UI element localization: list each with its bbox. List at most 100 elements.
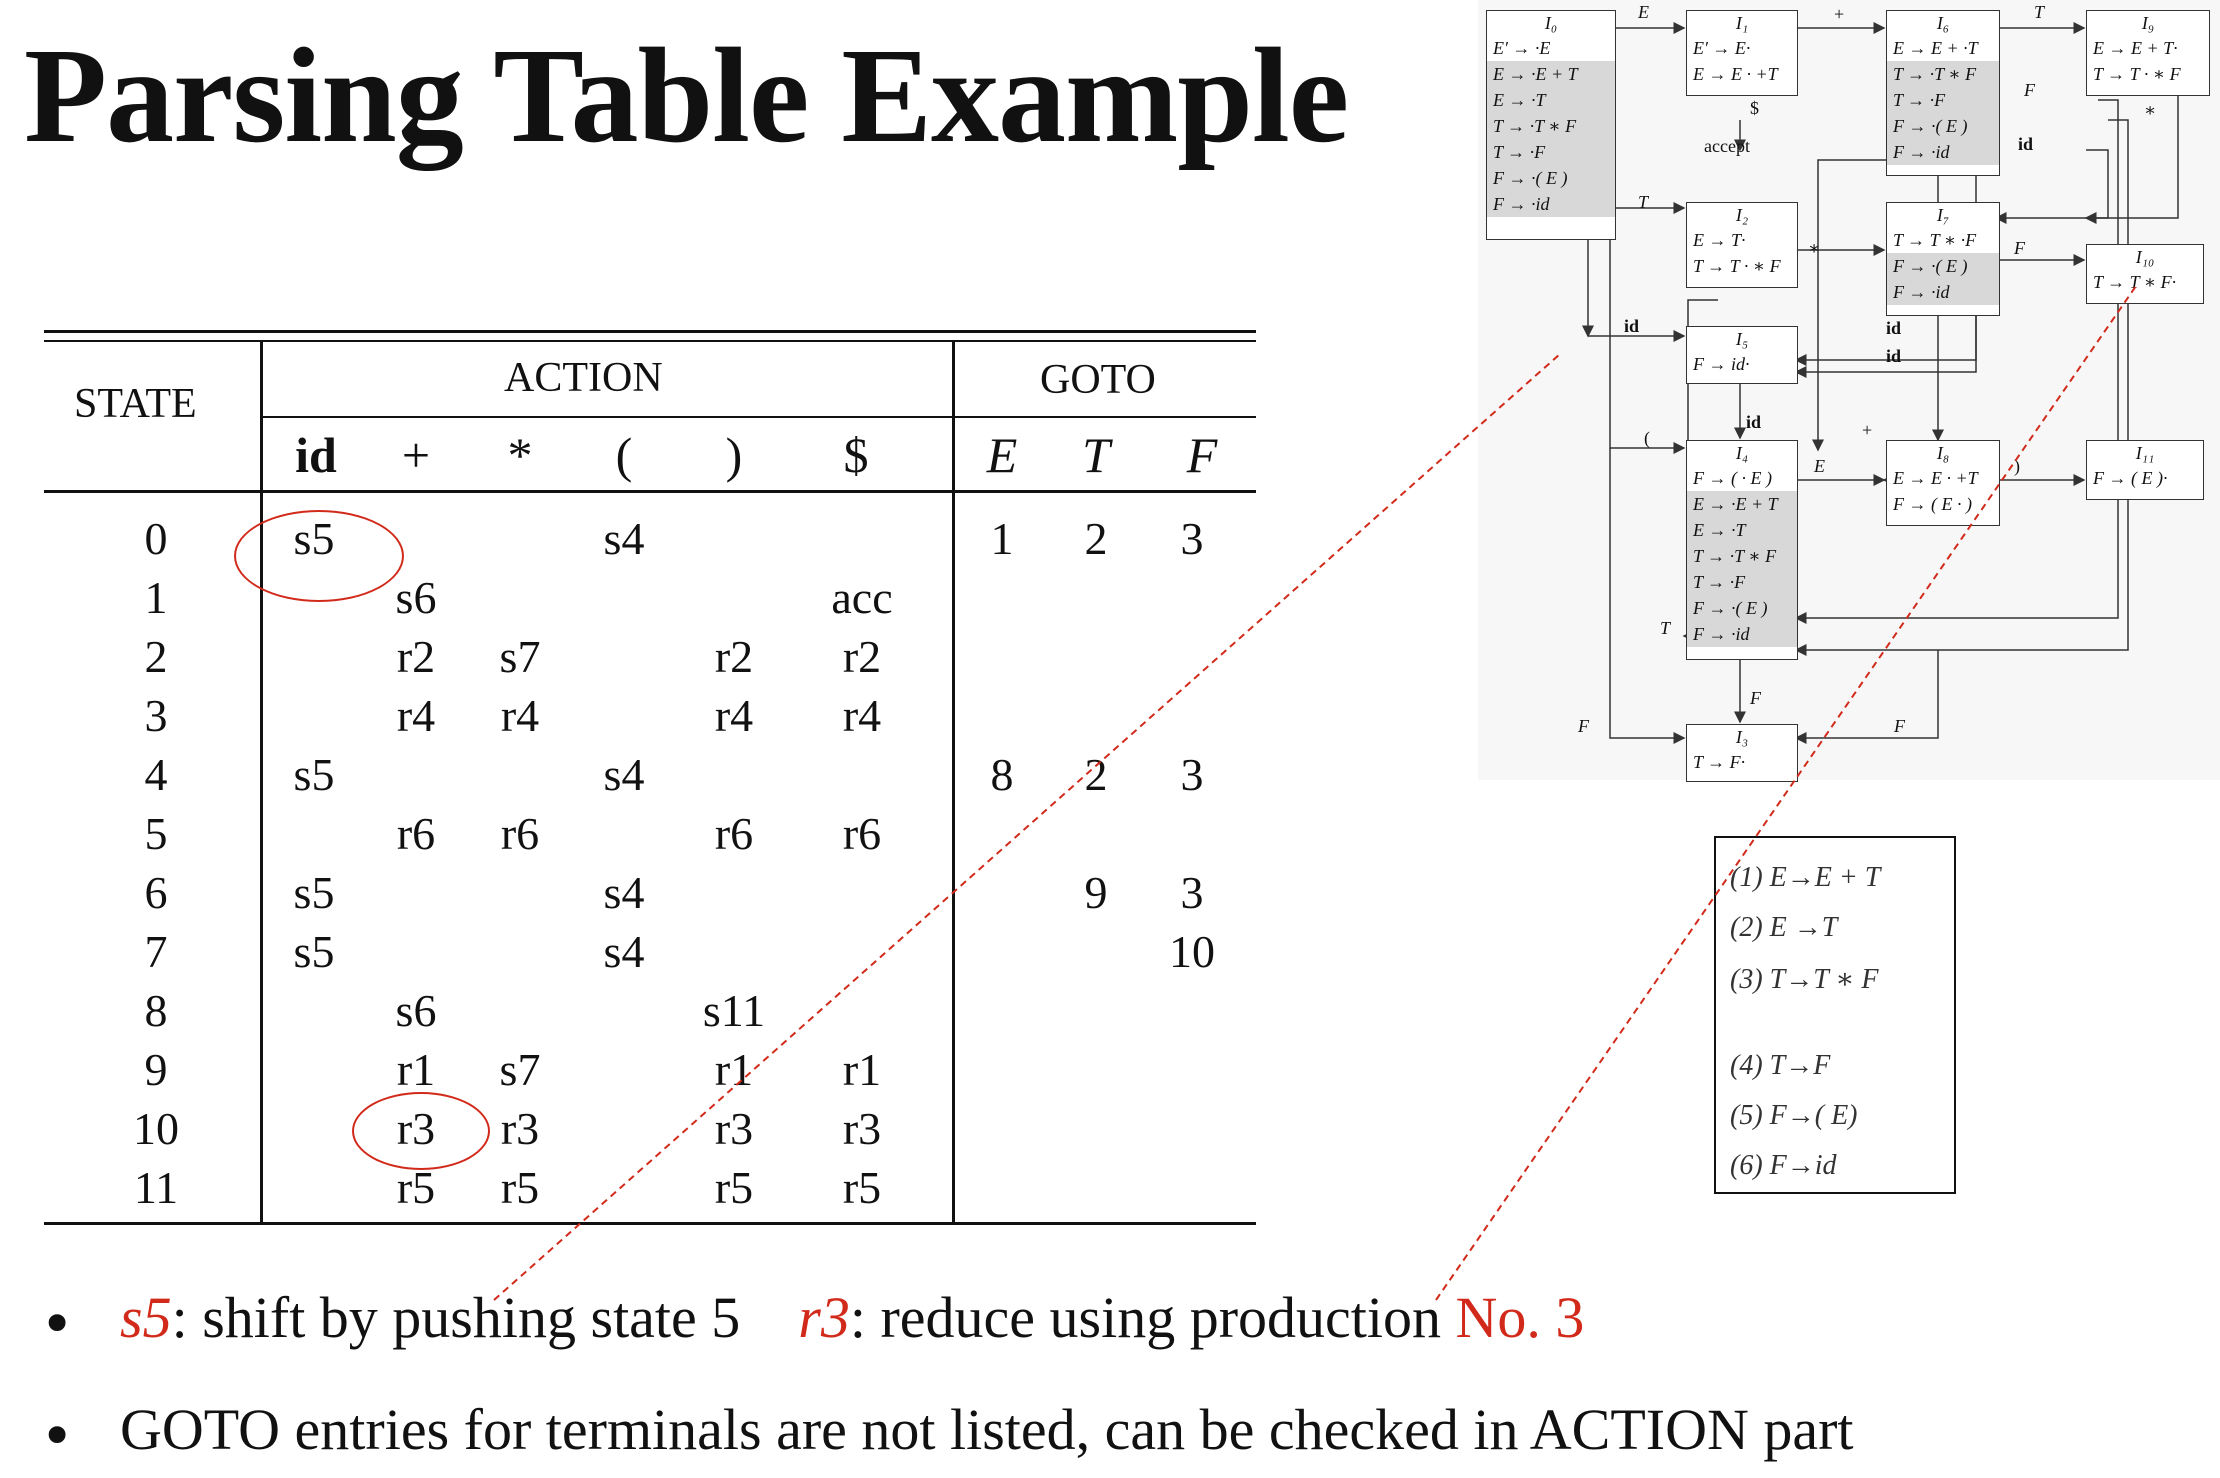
table-cell-r10-c5: r3	[842, 1103, 882, 1154]
table-cell-r0-c7: 2	[1084, 513, 1108, 564]
bullet-dot-1: •	[40, 1290, 75, 1358]
state-box-I2: I₂ E → T· T → T · ∗ F	[1686, 202, 1798, 288]
state-box-I8: I₈ E → E · +T F → ( E · )	[1886, 440, 2000, 526]
goto-header: GOTO	[1040, 357, 1156, 403]
edge-label-T-I0-I2: T	[1638, 192, 1649, 212]
highlight-circle-r3	[352, 1092, 490, 1170]
production-5: (5) F→( E)	[1730, 1100, 1858, 1131]
edge-label-F-I6-side: F	[2024, 80, 2035, 100]
highlight-circle-s5	[234, 510, 404, 602]
table-cell-r0-c3: s4	[603, 513, 645, 564]
state-box-I11: I₁₁ F → ( E )·	[2086, 440, 2204, 500]
table-bottom-rule	[44, 1222, 1256, 1225]
table-row-state-9: 9	[144, 1044, 168, 1095]
table-cell-r4-c8: 3	[1180, 749, 1204, 800]
r3-term: r3	[798, 1285, 850, 1350]
edge-label-E-I4-I8: E	[1814, 456, 1825, 476]
state-box-I0: I₀ E′ → ·E E → ·E + T E → ·T T → ·T ∗ F …	[1486, 10, 1616, 240]
edge-label-T-I4-I2: T	[1660, 618, 1671, 638]
edge-label-F-I6-I3: F	[1894, 716, 1905, 736]
production-6: (6) F→id	[1730, 1150, 1837, 1181]
table-cell-r6-c8: 3	[1180, 867, 1204, 918]
table-cell-r6-c0: s5	[293, 867, 335, 918]
table-cell-r5-c5: r6	[842, 808, 882, 859]
edge-label-id-I6-side: id	[2018, 134, 2034, 154]
table-row-state-2: 2	[144, 631, 168, 682]
edge-label-E-I0-I1: E	[1638, 2, 1649, 22]
table-cell-r4-c3: s4	[603, 749, 645, 800]
table-cell-r3-c4: r4	[714, 690, 754, 741]
s5-term: s5	[120, 1285, 172, 1350]
table-cell-r11-c5: r5	[842, 1162, 882, 1213]
table-row-state-5: 5	[144, 808, 168, 859]
production-1: (1) E→E + T	[1730, 862, 1881, 893]
edge-label-lparen-I0-I4: (	[1644, 428, 1650, 448]
col-header-T: T	[1082, 427, 1110, 483]
table-cell-r4-c6: 8	[990, 749, 1014, 800]
table-cell-r0-c8: 3	[1180, 513, 1204, 564]
col-header-F: F	[1186, 427, 1218, 483]
table-cell-r8-c1: s6	[395, 985, 437, 1036]
state-box-I10: I₁₀ T → T ∗ F·	[2086, 244, 2204, 304]
table-row-state-0: 0	[144, 513, 168, 564]
lr0-automaton-diagram: I₀ E′ → ·E E → ·E + T E → ·T T → ·T ∗ F …	[1478, 0, 2220, 782]
table-cell-r9-c5: r1	[842, 1044, 882, 1095]
table-cell-r11-c4: r5	[714, 1162, 754, 1213]
table-row-state-1: 1	[144, 572, 168, 623]
col-header-id: id	[295, 427, 337, 483]
state-box-I6: I₆ E → E + ·T T → ·T ∗ F T → ·F F → ·( E…	[1886, 10, 2000, 176]
table-cell-r2-c1: r2	[396, 631, 436, 682]
bullet-dot-2: •	[40, 1402, 75, 1470]
state-box-I4: I₄ F → ( · E ) E → ·E + T E → ·T T → ·T …	[1686, 440, 1798, 660]
col-header-rparen: )	[725, 427, 743, 483]
edge-label-id-I4-I5: id	[1746, 412, 1762, 432]
col-header-dollar: $	[843, 427, 869, 483]
state-box-I7: I₇ T → T ∗ ·F F → ·( E ) F → ·id	[1886, 202, 2000, 316]
table-cell-r11-c1: r5	[396, 1162, 436, 1213]
production-3: (3) T→T ∗ F	[1730, 964, 1879, 995]
table-cell-r10-c4: r3	[714, 1103, 754, 1154]
table-cell-r7-c0: s5	[293, 926, 335, 977]
table-cell-r2-c5: r2	[842, 631, 882, 682]
col-header-E: E	[986, 427, 1018, 483]
edge-label-F-I4-I3: F	[1750, 688, 1761, 708]
table-cell-r3-c5: r4	[842, 690, 882, 741]
table-cell-r5-c2: r6	[500, 808, 540, 859]
edge-label-rparen-I8-I11: )	[2014, 456, 2020, 476]
edge-label-star-I2-I7: ∗	[1808, 238, 1821, 258]
state-header: STATE	[74, 381, 197, 427]
table-cell-r2-c2: s7	[499, 631, 541, 682]
table-cell-r7-c8: 10	[1169, 926, 1215, 977]
table-cell-r3-c1: r4	[396, 690, 436, 741]
accept-label: accept	[1704, 136, 1750, 156]
edge-label-plus-I8-I6: +	[1862, 420, 1873, 440]
table-cell-r8-c4: s11	[702, 985, 766, 1036]
table-cell-r6-c3: s4	[603, 867, 645, 918]
edge-label-F-I7-I10: F	[2014, 238, 2025, 258]
table-row-state-4: 4	[144, 749, 168, 800]
table-vline-goto	[952, 342, 955, 1224]
s5-explanation: : shift by pushing state 5	[171, 1285, 741, 1350]
table-cell-r9-c1: r1	[396, 1044, 436, 1095]
table-cell-r4-c7: 2	[1084, 749, 1108, 800]
table-vline-state	[260, 342, 263, 1224]
table-cell-r2-c4: r2	[714, 631, 754, 682]
table-top-rule-1	[44, 330, 1256, 333]
table-subheader-rule	[262, 416, 1256, 418]
table-row-state-6: 6	[144, 867, 168, 918]
table-cell-r4-c0: s5	[293, 749, 335, 800]
table-cell-r5-c4: r6	[714, 808, 754, 859]
table-cell-r3-c2: r4	[500, 690, 540, 741]
table-row-state-11: 11	[133, 1162, 179, 1213]
table-cell-r11-c2: r5	[500, 1162, 540, 1213]
parsing-table: STATE ACTION GOTO id + * ( ) $ E T F 0 s5…	[44, 320, 1256, 1235]
table-cell-r9-c2: s7	[499, 1044, 541, 1095]
col-header-lparen: (	[615, 427, 633, 483]
table-cell-r1-c1: s6	[395, 572, 437, 623]
edge-label-T-I6-I9: T	[2034, 2, 2045, 22]
dollar-edge-label: $	[1750, 98, 1759, 118]
edge-label-id-I7-I5: id	[1886, 318, 1902, 338]
col-header-plus: +	[401, 427, 431, 483]
edge-label-id-I0-I5: id	[1624, 316, 1640, 336]
table-row-state-10: 10	[133, 1103, 179, 1154]
